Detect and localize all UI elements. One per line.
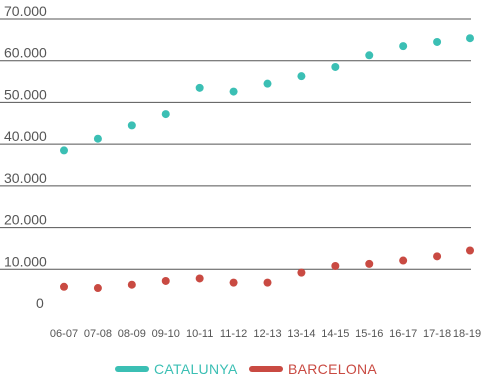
x-tick-label-0: 06-07 <box>50 328 78 340</box>
series-barcelona <box>60 246 474 293</box>
x-tick-label-11: 17-18 <box>423 328 451 340</box>
x-tick-label-4: 10-11 <box>186 328 213 340</box>
point-catalunya-11-12 <box>229 87 238 96</box>
y-tick-label-5: 50.000 <box>4 86 47 102</box>
y-axis-ticks: 0 10.000 20.000 30.000 40.000 50.000 60.000 70.… <box>4 3 47 311</box>
point-catalunya-17-18 <box>433 37 442 46</box>
point-catalunya-13-14 <box>297 72 306 81</box>
y-tick-label-4: 40.000 <box>4 128 47 144</box>
x-tick-label-1: 07-08 <box>84 328 112 340</box>
point-catalunya-14-15 <box>331 62 340 71</box>
point-barcelona-10-11 <box>195 274 204 283</box>
point-catalunya-09-10 <box>161 110 170 119</box>
x-tick-label-3: 09-10 <box>152 328 180 340</box>
point-barcelona-16-17 <box>399 256 408 265</box>
point-barcelona-09-10 <box>161 276 170 285</box>
point-barcelona-13-14 <box>297 268 306 277</box>
x-tick-label-6: 12-13 <box>253 328 281 340</box>
x-tick-label-9: 15-16 <box>355 328 383 340</box>
point-catalunya-06-07 <box>60 146 68 155</box>
point-catalunya-18-19 <box>466 34 474 43</box>
x-tick-label-2: 08-09 <box>118 328 146 340</box>
point-barcelona-11-12 <box>229 278 238 287</box>
legend-label-catalunya: CATALUNYA <box>154 361 238 377</box>
point-barcelona-12-13 <box>263 278 272 287</box>
data-points <box>60 34 474 293</box>
x-tick-label-7: 13-14 <box>287 328 315 340</box>
point-barcelona-06-07 <box>60 282 68 291</box>
y-tick-label-6: 60.000 <box>4 45 47 61</box>
point-barcelona-18-19 <box>466 246 474 255</box>
point-barcelona-14-15 <box>331 261 340 270</box>
point-barcelona-07-08 <box>93 284 102 293</box>
point-barcelona-17-18 <box>433 252 442 261</box>
point-catalunya-07-08 <box>93 134 102 143</box>
y-tick-label-1: 10.000 <box>4 253 47 269</box>
y-tick-label-3: 30.000 <box>4 170 47 186</box>
x-axis-ticks: 06-07 07-08 08-09 09-10 10-11 11-12 12-13 13-14… <box>50 328 481 340</box>
y-tick-label-2: 20.000 <box>4 212 47 228</box>
y-tick-label-7: 70.000 <box>4 3 47 19</box>
series-catalunya <box>60 34 474 155</box>
point-catalunya-08-09 <box>127 121 136 130</box>
legend-label-barcelona: BARCELONA <box>288 361 377 377</box>
y-tick-label-0: 0 <box>36 295 44 311</box>
point-barcelona-15-16 <box>365 259 374 268</box>
x-tick-label-8: 14-15 <box>321 328 349 340</box>
point-catalunya-15-16 <box>365 51 374 60</box>
x-tick-label-10: 16-17 <box>389 328 417 340</box>
point-catalunya-16-17 <box>399 42 408 51</box>
legend: CATALUNYA BARCELONA <box>115 361 377 377</box>
grid-lines <box>0 18 471 270</box>
point-catalunya-12-13 <box>263 79 272 88</box>
point-barcelona-08-09 <box>127 280 136 289</box>
x-tick-label-5: 11-12 <box>220 328 247 340</box>
x-tick-label-12: 18-19 <box>453 328 481 340</box>
point-catalunya-10-11 <box>195 83 204 92</box>
